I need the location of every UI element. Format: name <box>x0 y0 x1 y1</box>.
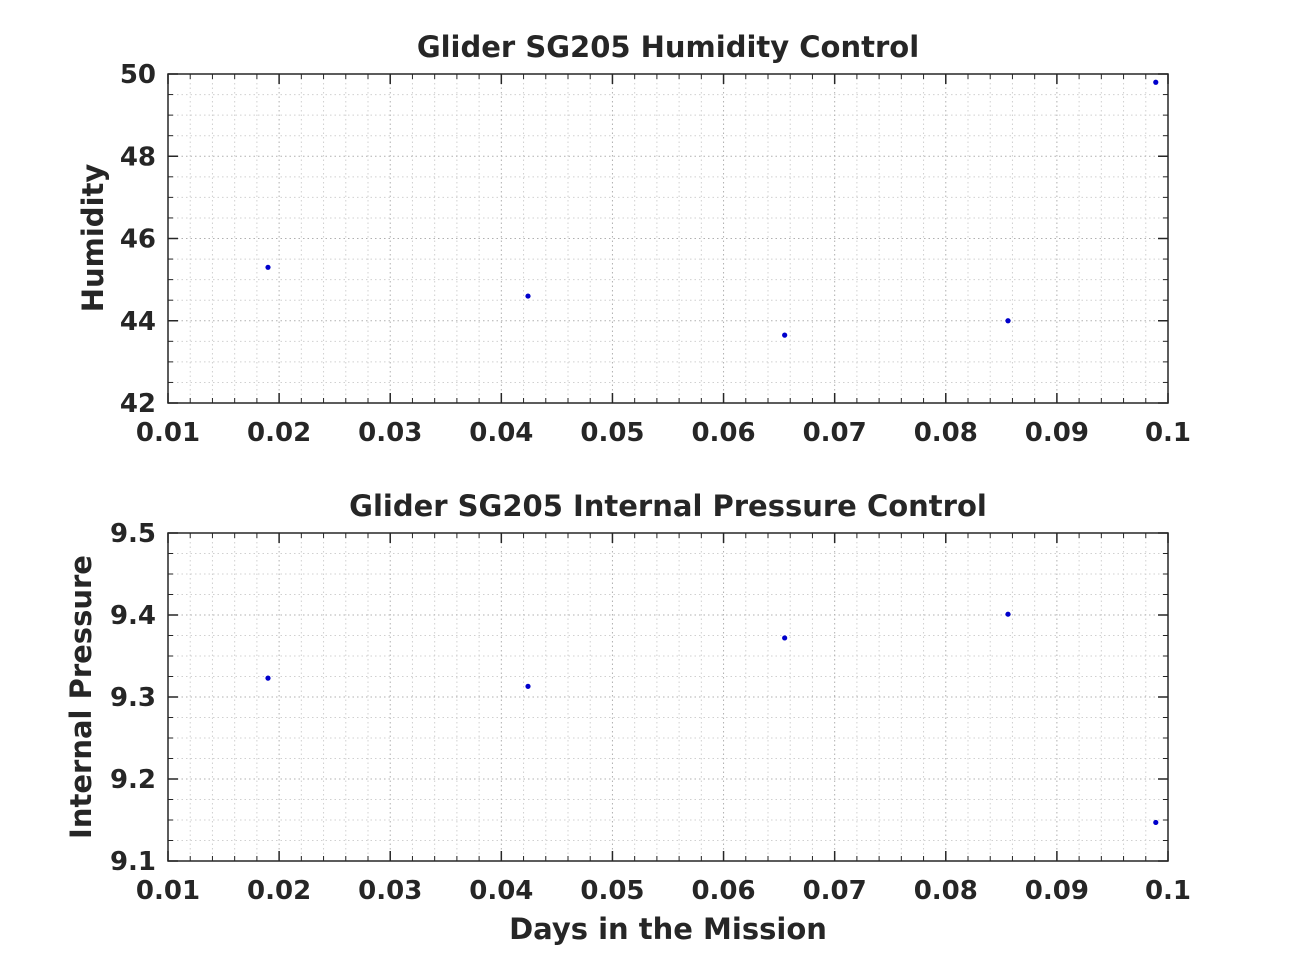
y-tick-label: 42 <box>120 389 156 419</box>
data-point <box>265 264 271 270</box>
y-tick-label: 9.1 <box>110 847 156 877</box>
tick-marks <box>167 73 1169 404</box>
x-tick-label: 0.1 <box>1145 418 1191 448</box>
chart-title: Glider SG205 Humidity Control <box>417 30 919 64</box>
humidity-plot: 0.01 0.02 0.03 0.04 0.05 0.06 0.07 0.08 0.09 0.1 … <box>76 30 1191 448</box>
y-tick-label: 9.3 <box>110 683 156 713</box>
x-tick-label: 0.08 <box>914 876 978 906</box>
data-points <box>265 79 1159 338</box>
x-tick-label: 0.06 <box>691 876 755 906</box>
data-point <box>525 293 531 299</box>
y-tick-label: 50 <box>120 60 156 90</box>
y-tick-label: 9.5 <box>110 519 156 549</box>
x-tick-label: 0.05 <box>580 876 644 906</box>
internal-pressure-plot: 0.01 0.02 0.03 0.04 0.05 0.06 0.07 0.08 0.09 0.1 … <box>64 489 1191 946</box>
x-tick-label: 0.02 <box>247 418 311 448</box>
x-tick-label: 0.01 <box>136 876 200 906</box>
y-axis-label: Internal Pressure <box>64 555 98 839</box>
x-tick-label: 0.03 <box>358 418 422 448</box>
x-tick-label: 0.04 <box>469 418 533 448</box>
data-point <box>525 683 531 689</box>
y-tick-label: 9.4 <box>110 601 156 631</box>
x-tick-label: 0.1 <box>1145 876 1191 906</box>
x-tick-label: 0.09 <box>1025 876 1089 906</box>
x-tick-label: 0.01 <box>136 418 200 448</box>
x-tick-label: 0.09 <box>1025 418 1089 448</box>
axes-box <box>167 532 1169 862</box>
x-tick-label: 0.07 <box>803 876 867 906</box>
data-point <box>782 635 788 641</box>
data-point <box>782 332 788 338</box>
data-point <box>1153 79 1159 85</box>
x-tick-labels: 0.01 0.02 0.03 0.04 0.05 0.06 0.07 0.08 0.09 0.1 <box>136 876 1191 906</box>
x-tick-label: 0.05 <box>580 418 644 448</box>
x-tick-label: 0.03 <box>358 876 422 906</box>
x-tick-label: 0.08 <box>914 418 978 448</box>
x-tick-labels: 0.01 0.02 0.03 0.04 0.05 0.06 0.07 0.08 0.09 0.1 <box>136 418 1191 448</box>
data-points <box>265 611 1159 826</box>
x-tick-label: 0.02 <box>247 876 311 906</box>
data-point <box>265 675 271 681</box>
data-point <box>1005 318 1011 324</box>
x-tick-label: 0.04 <box>469 876 533 906</box>
y-tick-label: 46 <box>120 225 156 255</box>
y-axis-label: Humidity <box>76 164 110 313</box>
data-point <box>1005 611 1011 617</box>
data-point <box>1153 819 1159 826</box>
y-tick-labels: 42 44 46 48 50 <box>120 60 156 419</box>
y-tick-label: 44 <box>120 307 156 337</box>
x-tick-label: 0.07 <box>803 418 867 448</box>
y-tick-label: 9.2 <box>110 765 156 795</box>
y-tick-labels: 9.1 9.2 9.3 9.4 9.5 <box>110 519 156 877</box>
x-axis-label: Days in the Mission <box>509 912 827 946</box>
y-tick-label: 48 <box>120 142 156 172</box>
x-tick-label: 0.06 <box>691 418 755 448</box>
axes-box <box>167 73 1169 404</box>
chart-title: Glider SG205 Internal Pressure Control <box>349 489 987 523</box>
